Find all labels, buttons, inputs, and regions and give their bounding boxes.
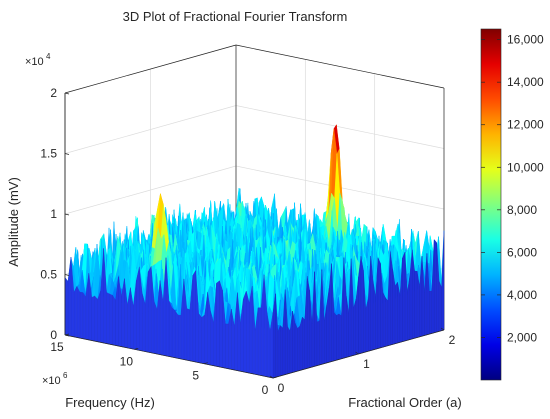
grid-line <box>235 105 445 149</box>
surface-skirt <box>338 313 342 360</box>
surface-skirt <box>429 290 432 335</box>
axis-edge <box>64 44 237 94</box>
surface-skirt <box>280 325 283 377</box>
surface-skirt <box>336 313 340 361</box>
surface-skirt <box>307 276 310 369</box>
surface-skirt <box>385 297 389 347</box>
surface-skirt <box>297 325 301 372</box>
axis-edge <box>235 44 445 89</box>
surface-skirt <box>287 326 291 375</box>
surface-skirt <box>316 321 320 366</box>
surface-skirt <box>294 322 298 373</box>
surface-skirt <box>434 238 437 334</box>
chart-title: 3D Plot of Fractional Fourier Transform <box>123 9 348 24</box>
surface-skirt <box>390 251 393 346</box>
surface-plot <box>64 124 445 379</box>
surface-skirt <box>299 317 303 371</box>
surface-skirt <box>302 316 305 371</box>
surface-skirt <box>402 252 406 342</box>
surface-skirt <box>292 311 296 373</box>
surface-skirt <box>353 299 357 356</box>
surface-skirt <box>377 257 381 349</box>
surface-skirt <box>360 256 364 354</box>
surface-skirt <box>394 281 398 344</box>
surface-skirt <box>382 292 386 348</box>
surface-skirt <box>333 312 337 362</box>
surface-skirt <box>277 325 281 377</box>
surface-skirt <box>414 270 418 339</box>
